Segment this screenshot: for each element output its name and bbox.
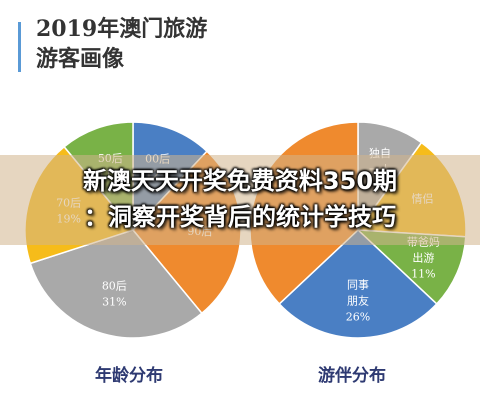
slice-label: 26% [346,310,370,323]
slice-label: 朋友 [347,293,369,307]
slice-label: 80后 [102,279,127,292]
title-line-2: 游客画像 [36,46,125,72]
title-line-1: 2019年澳门旅游 [36,16,208,42]
page-title: 2019年澳门旅游 游客画像 [36,14,296,74]
slice-label: 11% [411,267,435,280]
banner-line-2: ：洞察开奖背后的统计学技巧 [84,203,396,231]
age-chart-title: 年龄分布 [95,366,163,386]
slice-label: 31% [102,295,126,308]
slice-label: 出游 [412,250,434,264]
banner-line-1: 新澳天天开奖免费资料350期 [82,167,398,195]
slice-label: 同事 [347,278,369,291]
pie-slice [278,228,438,339]
overlay-banner [0,155,480,245]
overlay-banner-text: 新澳天天开奖免费资料350期 ：洞察开奖背后的统计学技巧 [0,163,480,235]
companion-chart-title: 游伴分布 [318,366,386,386]
pie-slice [29,229,203,339]
title-accent-bar [18,22,21,72]
